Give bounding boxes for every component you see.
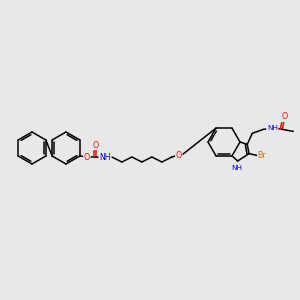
Text: O: O — [84, 152, 90, 161]
Text: NH: NH — [231, 165, 242, 171]
Text: NH: NH — [99, 152, 111, 161]
Text: O: O — [93, 140, 99, 149]
Text: Br: Br — [258, 151, 266, 160]
Text: O: O — [176, 151, 182, 160]
Text: NH: NH — [267, 125, 278, 131]
Text: O: O — [281, 112, 287, 122]
